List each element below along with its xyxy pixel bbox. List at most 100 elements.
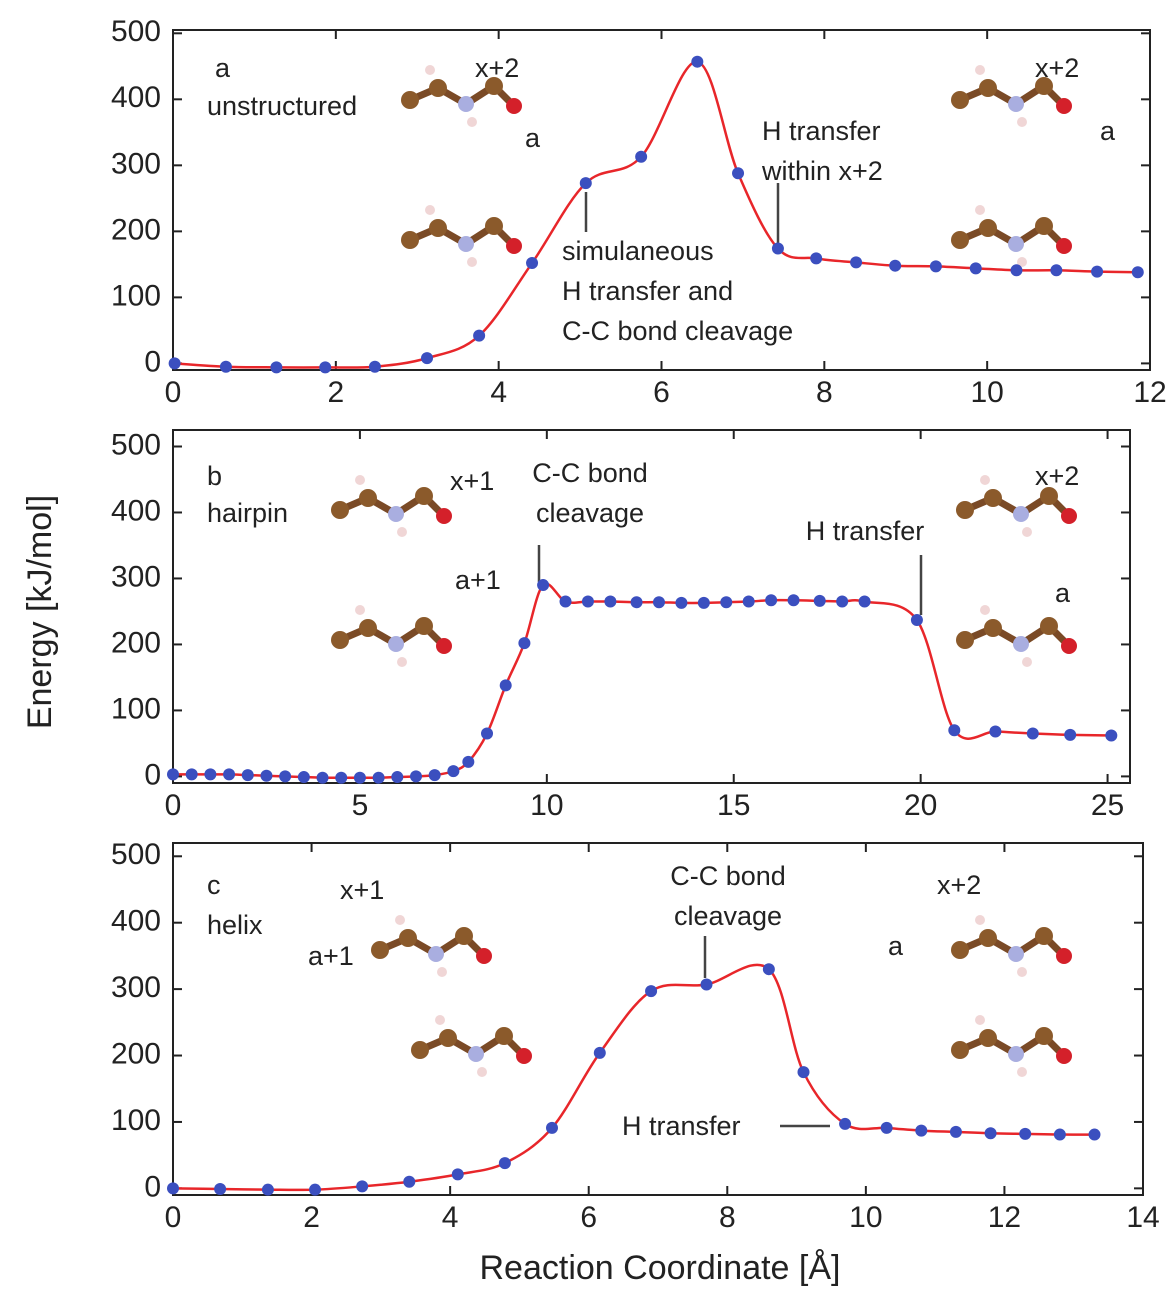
data-point [309, 1183, 322, 1196]
y-tick-label: 0 [144, 345, 161, 378]
data-point [889, 259, 902, 272]
x-tick-label: 10 [970, 376, 1003, 409]
panel-subtitle: hairpin [207, 498, 288, 528]
annotation: within x+2 [761, 156, 883, 186]
data-point [223, 768, 236, 781]
x-tick-label: 6 [653, 376, 670, 409]
molecule-image [411, 1015, 532, 1077]
data-point [451, 1168, 464, 1181]
data-point [813, 594, 826, 607]
data-point [630, 596, 643, 609]
annotation: cleavage [536, 498, 644, 528]
curve [172, 582, 1112, 780]
panel-subtitle: unstructured [207, 91, 357, 121]
molecule-image [951, 915, 1072, 977]
y-tick-label: 100 [111, 279, 161, 312]
data-point [858, 595, 871, 608]
data-point [984, 1127, 997, 1140]
y-tick-label: 0 [144, 758, 161, 791]
x-tick-label: 2 [327, 376, 344, 409]
data-point [797, 1066, 810, 1079]
data-point [700, 978, 713, 991]
data-point [368, 360, 381, 373]
x-tick-label: 15 [717, 789, 750, 822]
data-point [765, 594, 778, 607]
annotation: cleavage [674, 901, 782, 931]
molecule-image [951, 1015, 1072, 1077]
data-point [593, 1046, 606, 1059]
data-point [1010, 264, 1023, 277]
data-point [545, 1121, 558, 1134]
y-tick-label: 200 [111, 213, 161, 246]
data-point [604, 595, 617, 608]
y-tick-label: 400 [111, 905, 161, 938]
data-point [1105, 729, 1118, 742]
data-point [787, 594, 800, 607]
data-point [261, 1183, 274, 1196]
data-point [762, 963, 775, 976]
data-point [839, 1117, 852, 1130]
plot-frame [172, 842, 1144, 1196]
panel-subtitle: helix [207, 910, 263, 940]
x-tick-label: 14 [1126, 1201, 1159, 1234]
data-point [1064, 728, 1077, 741]
curve [174, 60, 1138, 369]
data-point [518, 637, 531, 650]
x-tick-label: 20 [904, 789, 937, 822]
data-point [1091, 265, 1104, 278]
molecule-image [331, 605, 452, 667]
annotation: x+1 [340, 875, 384, 905]
data-point [219, 360, 232, 373]
annotation: x+2 [1035, 461, 1079, 491]
y-tick-label: 0 [144, 1170, 161, 1203]
annotation: x+2 [937, 870, 981, 900]
data-point [836, 595, 849, 608]
y-tick-label: 500 [111, 15, 161, 48]
data-point [204, 768, 217, 781]
data-point [645, 985, 658, 998]
data-point [949, 1125, 962, 1138]
data-point [635, 150, 648, 163]
data-point [421, 352, 434, 365]
x-axis-label: Reaction Coordinate [Å] [480, 1249, 841, 1287]
x-tick-label: 4 [442, 1201, 459, 1234]
data-point [559, 595, 572, 608]
x-tick-label: 8 [816, 376, 833, 409]
curve [172, 963, 1095, 1192]
data-point [316, 771, 329, 784]
x-tick-label: 8 [719, 1201, 736, 1234]
data-point [498, 1157, 511, 1170]
data-point [409, 770, 422, 783]
annotation: x+2 [475, 53, 519, 83]
molecule-image [331, 475, 452, 537]
annotation: H transfer [762, 116, 881, 146]
data-point [697, 596, 710, 609]
x-tick-label: 4 [490, 376, 507, 409]
data-point [989, 725, 1002, 738]
annotation: C-C bond [532, 458, 648, 488]
annotation: H transfer [622, 1111, 741, 1141]
annotation: a [888, 931, 904, 961]
annotation: simulaneous [562, 236, 714, 266]
data-point [969, 262, 982, 275]
data-point [372, 771, 385, 784]
x-tick-label: 6 [580, 1201, 597, 1234]
annotation: x+2 [1035, 53, 1079, 83]
data-point [910, 614, 923, 627]
x-tick-label: 0 [165, 376, 182, 409]
data-point [929, 260, 942, 273]
data-point [319, 361, 332, 374]
data-point [915, 1124, 928, 1137]
data-point [771, 242, 784, 255]
data-point [1088, 1128, 1101, 1141]
annotation: x+1 [450, 466, 494, 496]
data-point [732, 167, 745, 180]
data-point [353, 771, 366, 784]
data-point [652, 596, 665, 609]
data-point [1026, 727, 1039, 740]
plot-frame [172, 29, 1151, 371]
annotation: a+1 [455, 565, 501, 595]
molecule-image [371, 915, 492, 977]
y-tick-label: 400 [111, 81, 161, 114]
data-point [167, 768, 179, 781]
